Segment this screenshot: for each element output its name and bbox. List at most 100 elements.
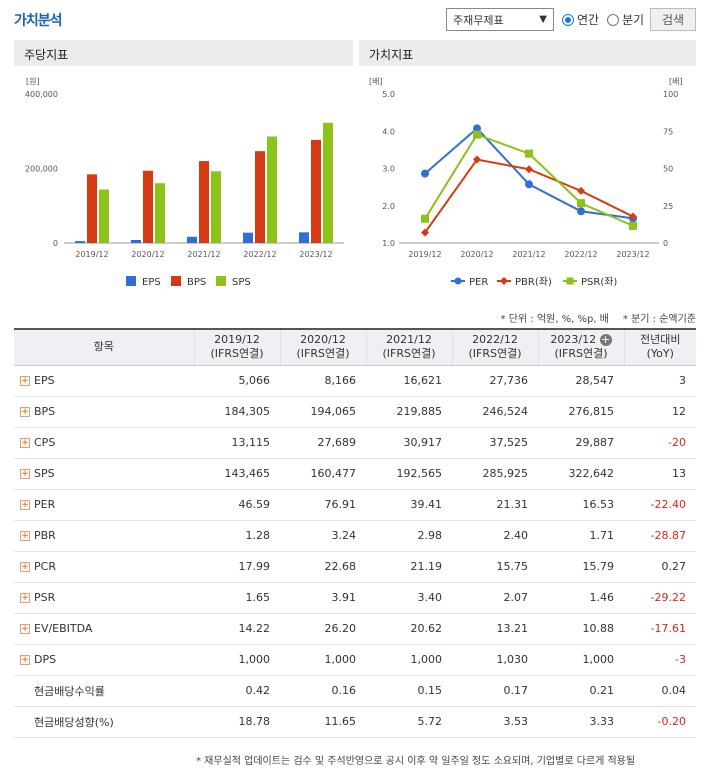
cell-value: 1,000 bbox=[538, 644, 624, 676]
expand-icon[interactable]: + bbox=[20, 500, 30, 510]
radio-annual[interactable]: 연간 bbox=[562, 11, 599, 28]
legend-label: EPS bbox=[142, 277, 161, 288]
bar-bps bbox=[255, 151, 265, 243]
bar-sps bbox=[323, 122, 333, 243]
expand-icon[interactable]: + bbox=[20, 438, 30, 448]
cell-yoy: 0.04 bbox=[624, 675, 696, 707]
cell-yoy: 12 bbox=[624, 396, 696, 428]
expand-icon[interactable]: + bbox=[20, 593, 30, 603]
cell-value: 14.22 bbox=[194, 613, 280, 645]
data-point bbox=[629, 212, 637, 221]
bar-bps bbox=[143, 170, 153, 243]
cell-value: 160,477 bbox=[280, 458, 366, 490]
left-tick-label: 2.0 bbox=[382, 202, 395, 211]
header-col-3: 2021/12 (IFRS연결) bbox=[365, 328, 452, 366]
row-label[interactable]: + PSR bbox=[14, 582, 194, 614]
table-row: + DPS 1,000 1,000 1,000 1,030 1,000 -3 bbox=[14, 644, 696, 676]
cell-value: 2.40 bbox=[452, 520, 538, 552]
expand-icon[interactable]: + bbox=[20, 562, 30, 572]
y-tick-label: 0 bbox=[53, 239, 58, 248]
cell-value: 21.31 bbox=[452, 489, 538, 521]
bar-sps bbox=[267, 136, 277, 243]
cell-value: 1.28 bbox=[194, 520, 280, 552]
legend-label: PBR(좌) bbox=[515, 276, 552, 288]
row-label[interactable]: + PER bbox=[14, 489, 194, 521]
row-label[interactable]: + PCR bbox=[14, 551, 194, 583]
cell-value: 5,066 bbox=[194, 365, 280, 397]
x-tick-label: 2019/12 bbox=[75, 250, 108, 259]
x-tick-label: 2021/12 bbox=[187, 250, 220, 259]
legend-swatch bbox=[216, 276, 226, 286]
cell-value: 20.62 bbox=[366, 613, 452, 645]
cell-value: 18.78 bbox=[194, 706, 280, 738]
cell-value: 5.72 bbox=[366, 706, 452, 738]
cell-value: 15.79 bbox=[538, 551, 624, 583]
cell-value: 246,524 bbox=[452, 396, 538, 428]
x-tick-label: 2023/12 bbox=[616, 250, 649, 259]
cell-value: 1,030 bbox=[452, 644, 538, 676]
cell-value: 0.16 bbox=[280, 675, 366, 707]
left-tick-label: 3.0 bbox=[382, 165, 395, 174]
header-yoy: 전년대비 (YoY) bbox=[623, 328, 696, 366]
select-value: 주재무제표 bbox=[453, 13, 504, 27]
legend-label: SPS bbox=[232, 277, 251, 288]
cell-value: 27,736 bbox=[452, 365, 538, 397]
cell-value: 13,115 bbox=[194, 427, 280, 459]
bar-bps bbox=[87, 174, 97, 243]
expand-icon[interactable]: + bbox=[20, 624, 30, 634]
expand-icon[interactable]: + bbox=[20, 655, 30, 665]
row-label[interactable]: + DPS bbox=[14, 644, 194, 676]
page-title: 가치분석 bbox=[14, 13, 63, 29]
bar-bps bbox=[311, 139, 321, 243]
row-label[interactable]: + SPS bbox=[14, 458, 194, 490]
data-point bbox=[629, 221, 637, 230]
x-tick-label: 2020/12 bbox=[131, 250, 164, 259]
expand-icon[interactable]: + bbox=[20, 531, 30, 541]
radio-quarter[interactable]: 분기 bbox=[607, 11, 644, 28]
cell-yoy: -0.20 bbox=[624, 706, 696, 738]
right-tick-label: 0 bbox=[663, 239, 668, 248]
cell-value: 8,166 bbox=[280, 365, 366, 397]
cell-value: 22.68 bbox=[280, 551, 366, 583]
legend-label: PER bbox=[469, 277, 488, 288]
cell-value: 1.46 bbox=[538, 582, 624, 614]
expand-icon[interactable]: + bbox=[20, 376, 30, 386]
valuation-table: 항목 2019/12 (IFRS연결) 2020/12 (IFRS연결) 2021/… bbox=[14, 328, 696, 738]
add-column-icon[interactable]: + bbox=[599, 333, 612, 347]
bar-eps bbox=[243, 232, 253, 243]
cell-value: 2.98 bbox=[366, 520, 452, 552]
table-row: + PBR 1.28 3.24 2.98 2.40 1.71 -28.87 bbox=[14, 520, 696, 552]
expand-icon[interactable]: + bbox=[20, 469, 30, 479]
row-label[interactable]: + PBR bbox=[14, 520, 194, 552]
search-button[interactable]: 검색 bbox=[650, 8, 696, 31]
right-tick-label: 50 bbox=[663, 165, 673, 174]
cell-value: 276,815 bbox=[538, 396, 624, 428]
data-point bbox=[577, 207, 585, 216]
data-point bbox=[525, 180, 533, 189]
y-tick-label: 400,000 bbox=[25, 90, 58, 99]
x-tick-label: 2019/12 bbox=[408, 250, 441, 259]
row-label[interactable]: + EV/EBITDA bbox=[14, 613, 194, 645]
cell-value: 322,642 bbox=[538, 458, 624, 490]
chevron-down-icon: ▼ bbox=[539, 14, 547, 25]
cell-value: 37,525 bbox=[452, 427, 538, 459]
cell-value: 1,000 bbox=[280, 644, 366, 676]
x-tick-label: 2022/12 bbox=[243, 250, 276, 259]
right-tick-label: 25 bbox=[663, 202, 673, 211]
cell-value: 3.24 bbox=[280, 520, 366, 552]
quarter-note: * 분기 : 순액기준 bbox=[622, 314, 696, 325]
bar-eps bbox=[75, 241, 85, 243]
bar-sps bbox=[99, 189, 109, 243]
row-label[interactable]: + BPS bbox=[14, 396, 194, 428]
row-label[interactable]: + EPS bbox=[14, 365, 194, 397]
cell-value: 17.99 bbox=[194, 551, 280, 583]
cell-value: 0.21 bbox=[538, 675, 624, 707]
x-tick-label: 2022/12 bbox=[564, 250, 597, 259]
expand-icon[interactable]: + bbox=[20, 407, 30, 417]
table-notes: * 단위 : 억원, %, %p, 배 * 분기 : 순액기준 bbox=[501, 310, 696, 325]
cell-yoy: 13 bbox=[624, 458, 696, 490]
footnote: * 재무실적 업데이트는 검수 및 주석반영으로 공시 이후 약 일주일 정도 … bbox=[196, 756, 636, 767]
row-label[interactable]: + CPS bbox=[14, 427, 194, 459]
statement-select[interactable]: 주재무제표 ▼ bbox=[446, 8, 554, 31]
data-point bbox=[473, 130, 481, 139]
